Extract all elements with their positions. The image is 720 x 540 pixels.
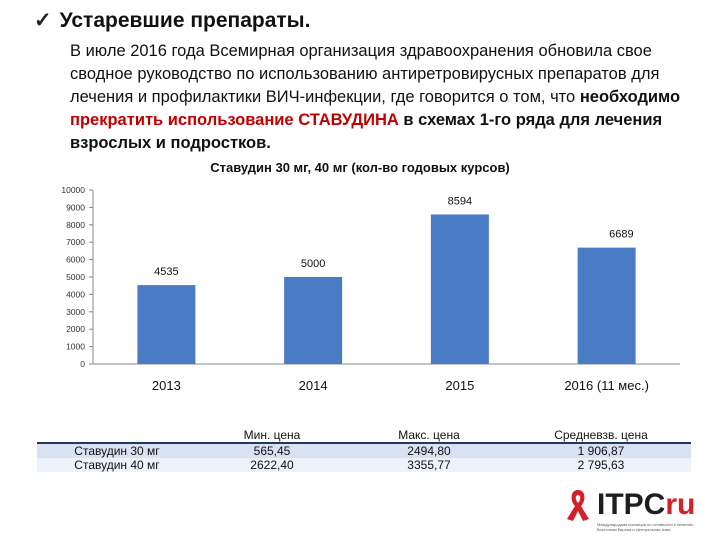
y-tick-label: 2000 [66, 324, 85, 334]
x-tick-label: 2013 [152, 378, 181, 393]
slide-heading: ✓ Устаревшие препараты. [34, 8, 310, 33]
data-label: 5000 [301, 258, 325, 270]
y-tick-label: 1000 [66, 342, 85, 352]
data-label: 6689 [609, 229, 633, 241]
intro-ending: в схемах 1-го ряда для лечения взрослых … [70, 111, 663, 152]
x-tick-label: 2014 [299, 378, 328, 393]
checkmark-icon: ✓ [34, 9, 52, 32]
table-row: Ставудин 30 мг 565,45 2494,80 1 906,87 [37, 443, 691, 458]
chart-title: Ставудин 30 мг, 40 мг (кол-во годовых ку… [210, 160, 510, 175]
y-tick-label: 7000 [66, 237, 85, 247]
y-tick-label: 9000 [66, 202, 85, 212]
table-cell: Ставудин 30 мг [37, 443, 197, 458]
intro-emphasis: необходимо [579, 88, 681, 106]
table-cell: Ставудин 40 мг [37, 458, 197, 472]
logo-tagline: Международная коалиция по готовности к л… [597, 522, 696, 532]
bar [577, 247, 636, 364]
y-tick-label: 5000 [66, 272, 85, 282]
data-label: 8594 [448, 195, 472, 207]
bar [430, 214, 489, 364]
table-cell: 2494,80 [347, 443, 511, 458]
table-row: Ставудин 40 мг 2622,40 3355,77 2 795,63 [37, 458, 691, 472]
data-label: 4535 [154, 266, 178, 278]
logo-wordmark: ITPCru [597, 488, 695, 522]
heading-text: Устаревшие препараты. [59, 9, 311, 32]
y-tick-label: 0 [80, 359, 85, 369]
y-tick-label: 3000 [66, 307, 85, 317]
y-tick-label: 6000 [66, 255, 85, 265]
logo-suffix: ru [665, 488, 696, 521]
table-header-row: Мин. цена Макс. цена Средневзв. цена [37, 428, 691, 444]
x-tick-label: 2015 [445, 378, 474, 393]
itpc-logo: ITPCru Международная коалиция по готовно… [563, 486, 713, 534]
table-cell: 1 906,87 [511, 443, 691, 458]
bar [284, 277, 343, 364]
table-header-cell: Макс. цена [347, 428, 511, 444]
bar-chart: 0 1000 2000 3000 4000 5000 6000 7000 8000 9000 100… [61, 185, 680, 393]
table-cell: 2 795,63 [511, 458, 691, 472]
intro-paragraph: В июле 2016 года Всемирная организация з… [70, 40, 700, 155]
table-cell: 2622,40 [197, 458, 347, 472]
table-header-cell: Средневзв. цена [511, 428, 691, 444]
table-cell: 565,45 [197, 443, 347, 458]
y-tick-label: 4000 [66, 289, 85, 299]
price-table: Мин. цена Макс. цена Средневзв. цена Ста… [37, 428, 691, 472]
ribbon-icon [567, 490, 589, 521]
y-tick-label: 8000 [66, 220, 85, 230]
table-header-cell [37, 428, 197, 444]
intro-highlight: прекратить использование СТАВУДИНА [70, 111, 399, 129]
table-header-cell: Мин. цена [197, 428, 347, 444]
logo-brand: ITPC [597, 488, 666, 521]
table-cell: 3355,77 [347, 458, 511, 472]
x-tick-label: 2016 (11 мес.) [564, 378, 649, 393]
y-tick-label: 10000 [61, 185, 85, 195]
bar [137, 285, 196, 364]
intro-text: В июле 2016 года Всемирная организация з… [70, 42, 660, 106]
